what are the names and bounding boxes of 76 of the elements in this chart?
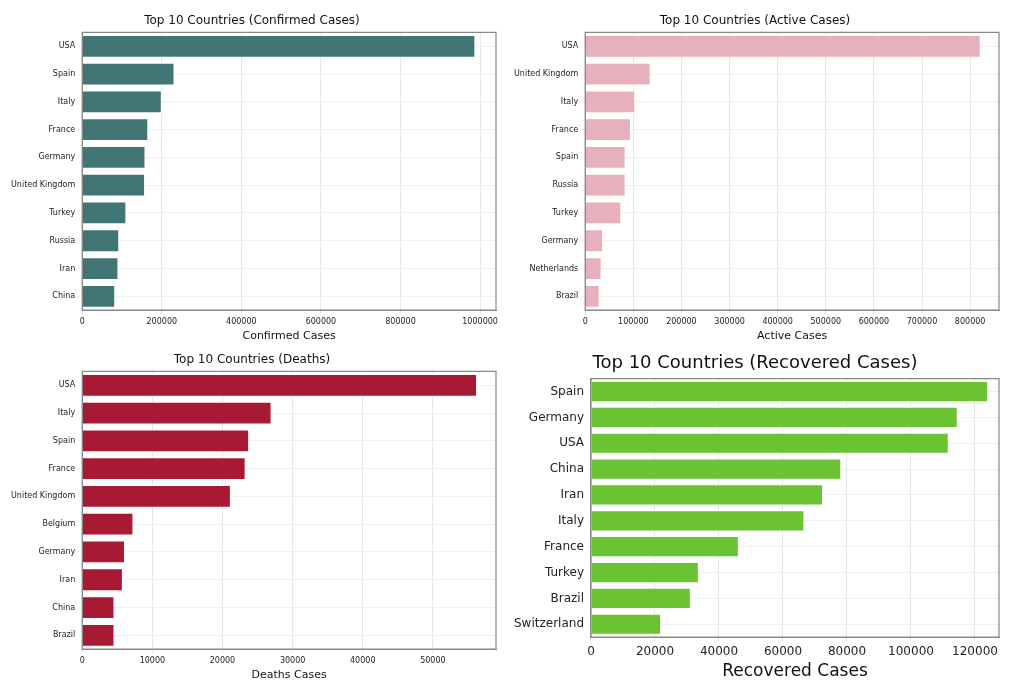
y-tick-label: China [52, 602, 76, 612]
y-tick-label: Turkey [551, 208, 579, 218]
y-tick-label: Iran [560, 487, 584, 502]
x-tick-label: 10000 [139, 656, 166, 666]
x-tick-label: 700000 [906, 317, 938, 327]
y-tick-label: United Kingdom [513, 69, 579, 79]
y-tick-label: Brazil [52, 630, 76, 640]
y-tick-label: USA [561, 41, 579, 51]
y-tick-label: USA [559, 435, 585, 450]
y-tick-label: Russia [49, 235, 76, 245]
x-tick-label: 80000 [827, 643, 867, 658]
y-tick-label: Germany [528, 409, 584, 424]
x-tick-label: 0 [79, 656, 85, 666]
y-tick-label: Russia [552, 180, 579, 190]
y-tick-label: Germany [541, 235, 579, 245]
y-tick-label: Netherlands [529, 263, 579, 273]
x-tick-label: 400000 [762, 317, 793, 327]
x-tick-label: 100000 [888, 643, 934, 658]
y-tick-label: France [551, 124, 579, 134]
x-tick-label: 120000 [952, 643, 998, 658]
y-tick-label: Germany [38, 152, 76, 162]
y-tick-label: China [549, 461, 584, 476]
y-tick-label: Italy [560, 96, 579, 106]
y-tick-label: Belgium [42, 519, 76, 529]
y-tick-label: France [48, 124, 76, 134]
y-tick-label: China [52, 291, 76, 301]
y-tick-label: United Kingdom [10, 491, 76, 501]
y-tick-label: Italy [57, 96, 76, 106]
y-tick-label: Turkey [48, 208, 76, 218]
x-tick-label: 400000 [226, 317, 257, 327]
y-tick-label: Spain [555, 152, 579, 162]
y-tick-label: Brazil [555, 291, 579, 301]
x-axis-title: Confirmed Cases [242, 329, 336, 343]
y-tick-label: Brazil [550, 590, 584, 605]
x-tick-label: 0 [587, 643, 595, 658]
x-tick-label: 600000 [305, 317, 337, 327]
x-tick-label: 60000 [763, 643, 803, 658]
x-axis-title: Active Cases [757, 329, 828, 343]
x-axis-title: Deaths Cases [251, 668, 327, 682]
y-tick-label: Italy [57, 408, 76, 418]
x-tick-label: 600000 [858, 317, 890, 327]
y-tick-label: Turkey [543, 564, 584, 579]
chart-title: Top 10 Countries (Deaths) [172, 352, 331, 367]
y-tick-label: France [48, 463, 76, 473]
y-tick-label: Spain [550, 383, 584, 398]
y-tick-label: Germany [38, 547, 76, 557]
x-tick-label: 200000 [146, 317, 178, 327]
y-tick-label: Spain [52, 435, 76, 445]
x-tick-label: 1000000 [462, 317, 498, 327]
y-tick-label: USA [58, 380, 76, 390]
x-tick-label: 300000 [714, 317, 745, 327]
x-axis-title: Recovered Cases [722, 660, 868, 681]
x-tick-label: 800000 [385, 317, 416, 327]
chart-title: Top 10 Countries (Confirmed Cases) [143, 13, 360, 28]
x-tick-label: 20000 [209, 656, 236, 666]
y-tick-label: Switzerland [514, 616, 584, 631]
y-tick-label: Iran [59, 574, 76, 584]
x-tick-label: 800000 [954, 317, 986, 327]
x-tick-label: 0 [79, 317, 85, 327]
x-tick-label: 40000 [350, 656, 376, 666]
y-tick-label: Spain [52, 69, 76, 79]
y-tick-label: Iran [59, 263, 76, 273]
x-tick-label: 100000 [618, 317, 649, 327]
y-tick-label: France [544, 538, 584, 553]
x-tick-label: 500000 [810, 317, 842, 327]
x-tick-label: 40000 [699, 643, 739, 658]
x-tick-label: 50000 [420, 656, 446, 666]
chart-title: Top 10 Countries (Recovered Cases) [591, 351, 918, 373]
x-tick-label: 200000 [666, 317, 697, 327]
y-tick-label: USA [58, 41, 76, 51]
x-tick-label: 0 [582, 317, 588, 327]
y-tick-label: United Kingdom [10, 180, 76, 190]
x-tick-label: 30000 [279, 656, 306, 666]
chart-title: Top 10 Countries (Active Cases) [658, 13, 851, 28]
y-tick-label: Italy [557, 512, 584, 527]
x-tick-label: 20000 [635, 643, 675, 658]
